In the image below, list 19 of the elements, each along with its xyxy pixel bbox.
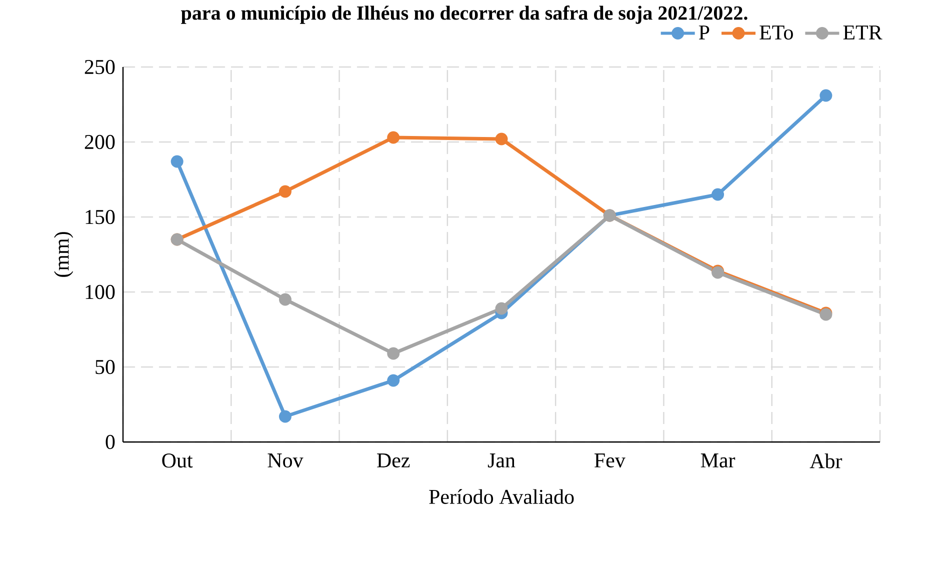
x-tick-label: Dez <box>377 454 410 468</box>
y-tick-label: 0 <box>106 434 115 450</box>
y-tick-label: 50 <box>96 360 115 374</box>
x-tick-label: Jan <box>488 454 516 468</box>
x-tick-label: Out <box>162 454 193 468</box>
x-tick-label: Mar <box>700 454 736 468</box>
x-tick-label: Abr <box>810 454 842 468</box>
legend-label: ETR <box>843 26 882 40</box>
y-tick-label: 250 <box>84 60 115 74</box>
y-tick-label: 150 <box>86 210 115 224</box>
x-tick-label: Fev <box>594 454 626 468</box>
y-tick-label: 100 <box>86 284 115 300</box>
x-tick-label: Nov <box>268 454 304 468</box>
y-tick-label: 200 <box>84 134 115 150</box>
x-axis-title: Período Avaliado <box>429 489 574 504</box>
y-axis-title: (mm) <box>54 232 74 277</box>
chart-title: para o município de Ilhéus no decorrer da safra de soja 2021/2022. <box>181 6 748 24</box>
legend-label: P <box>698 26 710 40</box>
legend-label: ETo <box>760 26 793 40</box>
